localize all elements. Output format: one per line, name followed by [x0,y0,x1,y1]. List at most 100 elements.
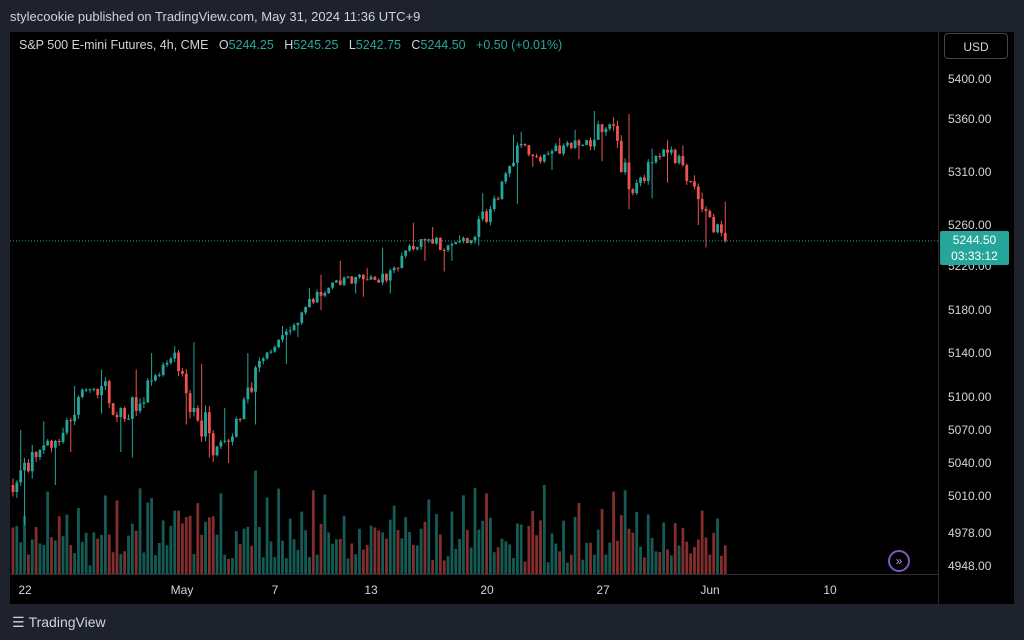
volume-bar [273,557,277,574]
candle-body [396,267,400,269]
time-tick-label: 27 [596,583,610,597]
volume-bar [207,517,211,574]
candle-body [427,239,431,241]
candle-body [150,380,153,382]
volume-bar [304,530,307,574]
candle-body [173,352,177,359]
volume-bar [400,538,404,574]
volume-bar [350,543,354,574]
candle-body [596,124,600,140]
volume-bar [412,544,415,574]
volume-bar [219,493,223,574]
candle-body [504,173,508,182]
candle-body [589,140,592,147]
volume-bar [196,503,200,574]
volume-bar [465,529,469,574]
candle-body [281,335,284,340]
candle-body [431,239,435,244]
candle-body [42,445,46,451]
volume-bar [258,527,261,574]
volume-bar [369,525,373,574]
candle-body [508,166,512,174]
volume-bar [585,542,589,574]
candle-body [419,239,423,248]
candle-body [27,462,30,472]
footer-brand: ☰ TradingView [12,614,106,631]
candle-body [123,408,127,419]
symbol-label[interactable]: S&P 500 E-mini Futures, 4h, CME [19,38,209,52]
candle-body [238,418,242,420]
volume-bar [469,547,473,574]
volume-bar [373,527,377,574]
candle-body [331,282,334,288]
close-label: C [411,38,421,52]
candle-body [681,156,685,166]
candle-body [535,156,538,158]
candle-body [392,267,396,271]
volume-bar [335,539,338,574]
volume-bar [454,548,458,574]
candle-body [496,198,500,200]
volume-bar [288,518,292,574]
volume-bar [200,534,204,574]
volume-bar [254,470,257,574]
volume-bar [608,542,612,574]
volume-bar [435,514,438,574]
volume-bar [646,514,650,574]
candle-body [311,299,315,303]
candle-body [550,151,554,154]
candle-body [562,145,565,154]
volume-bar [65,514,69,574]
candle-body [631,189,635,194]
volume-bar [107,534,111,574]
volume-bar [53,540,57,574]
candle-body [284,331,288,336]
volume-bar [269,541,273,574]
volume-bar [431,559,435,574]
candle-body [446,245,450,251]
candle-body [369,276,373,280]
volume-bar [442,560,446,574]
candle-body [288,330,292,332]
price-tick-label: 5070.00 [948,423,992,437]
volume-bar [300,511,304,574]
volume-bar [573,516,577,574]
candle-body [188,393,192,413]
candle-body [46,440,50,446]
time-tick-label: Jun [700,583,720,597]
volume-bar [515,523,519,574]
chart-area[interactable] [10,32,1014,604]
candle-body [80,389,84,397]
volume-bar [88,565,92,574]
volume-bar [138,488,142,574]
price-tick-label: 5400.00 [948,72,992,86]
candle-body [169,358,173,363]
volume-bar [57,516,61,574]
candle-body [142,402,146,404]
candle-body [643,177,646,182]
volume-bar [15,525,19,574]
candle-body [211,433,215,456]
candle-body [365,279,369,281]
candle-body [146,380,150,403]
candle-body [373,276,377,280]
volume-bar [358,528,361,574]
volume-bar [192,554,196,574]
volume-bar [308,557,311,574]
candle-body [693,181,696,187]
volume-bar [677,545,681,574]
price-tick-label: 4978.00 [948,526,992,540]
currency-button[interactable]: USD [944,33,1008,59]
candle-body [115,414,119,418]
candle-body [600,124,604,133]
candle-body [69,420,73,422]
volume-bar [346,558,350,574]
double-arrow-right-icon[interactable]: » [888,550,910,572]
candle-body [477,218,481,237]
candle-body [381,273,384,283]
candle-body [473,236,477,241]
price-tick-label: 5040.00 [948,456,992,470]
volume-bar [708,554,712,574]
volume-bar [150,497,153,574]
